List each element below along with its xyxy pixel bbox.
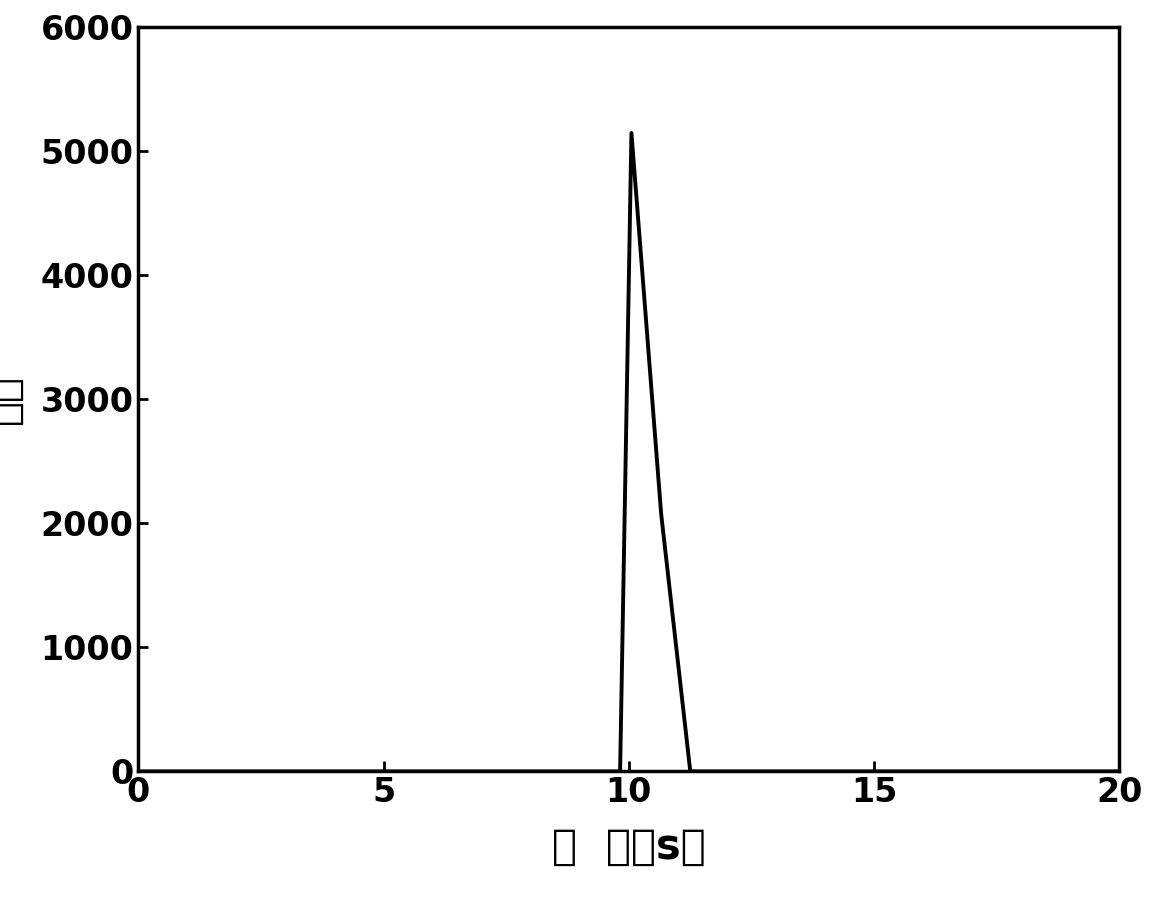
X-axis label: 时  间（s）: 时 间（s） — [552, 826, 706, 868]
Y-axis label: 强度: 强度 — [0, 374, 24, 424]
